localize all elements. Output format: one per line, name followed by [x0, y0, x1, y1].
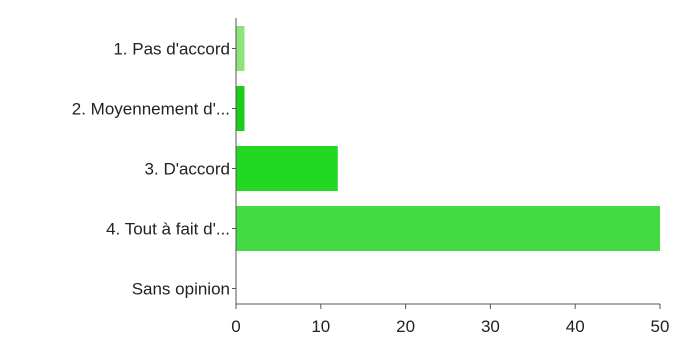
bars-group	[236, 26, 660, 251]
x-tick-label: 10	[311, 317, 330, 336]
x-tick-label: 30	[481, 317, 500, 336]
category-label: 1. Pas d'accord	[113, 40, 230, 59]
y-ticks-group	[232, 48, 236, 289]
x-tick-label: 20	[396, 317, 415, 336]
bar-4	[236, 206, 660, 251]
x-ticks-group: 0 10 20 30 40 50	[231, 304, 669, 336]
x-tick-label: 50	[651, 317, 670, 336]
category-labels-group: 1. Pas d'accord 2. Moyennement d'... 3. D'…	[72, 40, 230, 299]
bar-3	[236, 146, 338, 191]
x-tick-label: 0	[231, 317, 240, 336]
x-tick-label: 40	[566, 317, 585, 336]
category-label: Sans opinion	[132, 280, 230, 299]
category-label: 4. Tout à fait d'...	[106, 220, 230, 239]
bar-2	[236, 86, 245, 131]
category-label: 3. D'accord	[145, 160, 230, 179]
bar-1	[236, 26, 245, 71]
category-label: 2. Moyennement d'...	[72, 100, 230, 119]
